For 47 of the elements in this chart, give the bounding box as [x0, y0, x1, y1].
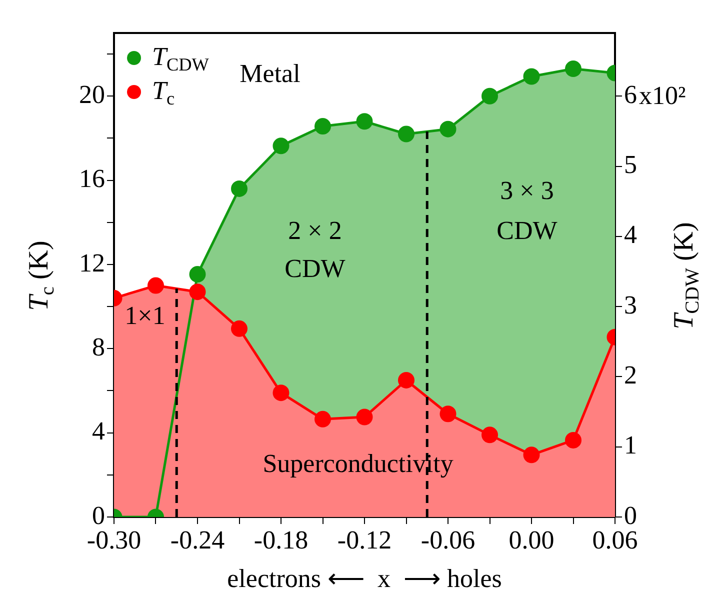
y-tick-label: 20: [79, 80, 105, 109]
annotation: Superconductivity: [262, 448, 454, 478]
point: [272, 384, 290, 402]
point: [356, 113, 373, 130]
point: [148, 277, 164, 294]
y2-tick-label: 1: [624, 430, 637, 460]
y2-tick-label: 4: [624, 220, 637, 250]
y2-tick-label: 5: [624, 150, 637, 180]
point: [231, 180, 248, 197]
y-axis-title: Tc (K): [23, 240, 59, 311]
y-tick-label: 16: [79, 164, 105, 194]
point: [314, 118, 331, 135]
point: [272, 138, 290, 154]
point: [482, 88, 498, 104]
y2-tick-label: 2: [624, 360, 637, 390]
y-tick-label: 4: [92, 416, 105, 446]
point: [565, 60, 582, 78]
point: [440, 120, 456, 138]
point: [523, 68, 540, 85]
point: [356, 408, 373, 426]
point: [482, 426, 498, 444]
x-tick-label: 0.00: [508, 525, 554, 554]
x-tick-label: -0.12: [337, 525, 392, 554]
point: [523, 446, 540, 464]
x-axis-title: electrons ⟵ x ⟶ holes: [227, 564, 502, 593]
y2-tick-label: 3: [624, 290, 637, 320]
y2-tick-label: 6: [624, 80, 637, 109]
annotation: Metal: [240, 58, 300, 88]
text: x10²: [639, 80, 686, 110]
point: [398, 372, 414, 388]
point: [314, 410, 331, 428]
x-tick-label: -0.24: [170, 525, 225, 554]
point: [565, 432, 582, 448]
point: [398, 126, 414, 142]
annotation: 2 × 2: [288, 216, 342, 245]
y-tick-label: 12: [79, 248, 105, 278]
x-tick-label: -0.06: [420, 525, 476, 554]
point: [189, 284, 206, 300]
y2-axis-title: TCDW (K): [668, 222, 704, 330]
y-tick-label: 8: [92, 332, 105, 362]
annotation: 3 × 3: [500, 176, 554, 205]
annotation: CDW: [496, 216, 558, 245]
x-tick-label: -0.18: [254, 525, 308, 554]
point: [440, 406, 456, 422]
annotation: 1×1: [124, 300, 166, 330]
annotation: CDW: [284, 254, 346, 283]
point: [231, 320, 248, 337]
